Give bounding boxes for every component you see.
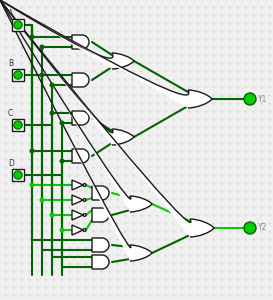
Text: B: B — [8, 59, 13, 68]
Text: A: A — [8, 9, 13, 18]
Circle shape — [40, 45, 44, 49]
PathPatch shape — [72, 35, 89, 49]
Circle shape — [60, 159, 64, 163]
PathPatch shape — [92, 186, 109, 200]
Bar — [12, 169, 24, 181]
Bar — [12, 19, 24, 31]
Circle shape — [40, 73, 44, 77]
Circle shape — [83, 184, 86, 186]
PathPatch shape — [72, 149, 89, 163]
Polygon shape — [72, 195, 83, 205]
Circle shape — [30, 149, 34, 153]
PathPatch shape — [0, 196, 152, 300]
Circle shape — [50, 83, 54, 87]
PathPatch shape — [0, 129, 134, 300]
Circle shape — [50, 213, 54, 217]
Text: D: D — [8, 159, 14, 168]
PathPatch shape — [72, 111, 89, 125]
Polygon shape — [72, 210, 83, 220]
Circle shape — [60, 228, 64, 232]
PathPatch shape — [92, 255, 109, 269]
Circle shape — [14, 171, 22, 179]
PathPatch shape — [0, 245, 152, 300]
Polygon shape — [72, 225, 83, 235]
Circle shape — [40, 198, 44, 202]
Circle shape — [244, 222, 256, 234]
PathPatch shape — [0, 219, 214, 300]
Circle shape — [83, 229, 86, 231]
Text: C: C — [8, 110, 13, 118]
Circle shape — [60, 121, 64, 125]
PathPatch shape — [92, 208, 109, 222]
Circle shape — [14, 71, 22, 79]
Circle shape — [83, 199, 86, 201]
PathPatch shape — [72, 73, 89, 87]
Bar — [12, 69, 24, 81]
Bar — [12, 119, 24, 131]
Circle shape — [14, 121, 22, 129]
Text: Y2: Y2 — [258, 224, 267, 232]
Circle shape — [30, 183, 34, 187]
PathPatch shape — [92, 238, 109, 252]
Circle shape — [244, 93, 256, 105]
Polygon shape — [72, 180, 83, 190]
PathPatch shape — [0, 90, 212, 300]
Circle shape — [50, 111, 54, 115]
Circle shape — [83, 214, 86, 216]
Text: Y1: Y1 — [258, 94, 267, 103]
Circle shape — [30, 35, 34, 39]
PathPatch shape — [0, 53, 134, 300]
Circle shape — [14, 21, 22, 29]
